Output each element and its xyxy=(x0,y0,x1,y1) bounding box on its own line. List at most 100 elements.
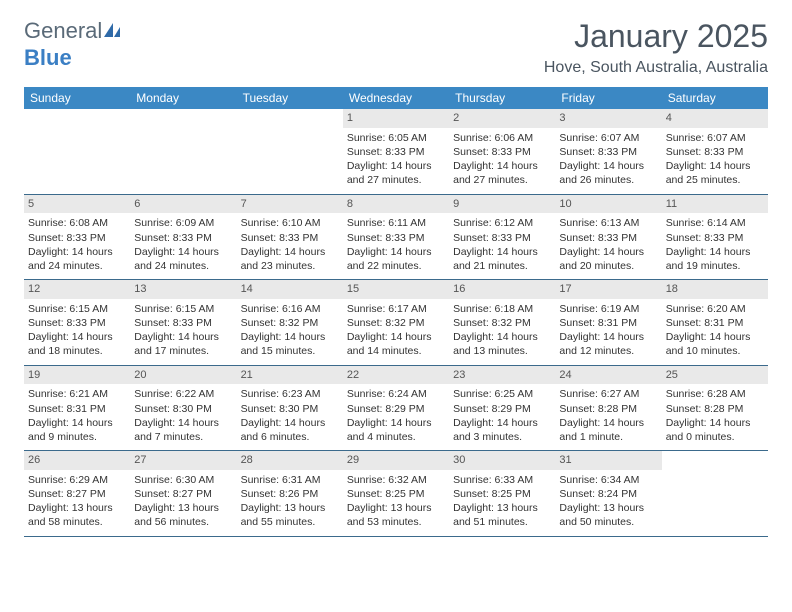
day-number: 16 xyxy=(449,280,555,299)
sunset-text: Sunset: 8:33 PM xyxy=(132,316,234,330)
daylight2-text: and 51 minutes. xyxy=(451,515,553,529)
week-row: 1Sunrise: 6:05 AMSunset: 8:33 PMDaylight… xyxy=(24,109,768,195)
daylight1-text: Daylight: 14 hours xyxy=(132,416,234,430)
sunset-text: Sunset: 8:26 PM xyxy=(239,487,341,501)
week-row: 12Sunrise: 6:15 AMSunset: 8:33 PMDayligh… xyxy=(24,280,768,366)
daylight1-text: Daylight: 14 hours xyxy=(345,245,447,259)
day-number: 14 xyxy=(237,280,343,299)
sunset-text: Sunset: 8:27 PM xyxy=(26,487,128,501)
sunset-text: Sunset: 8:30 PM xyxy=(132,402,234,416)
day-number: 29 xyxy=(343,451,449,470)
sunset-text: Sunset: 8:24 PM xyxy=(557,487,659,501)
day-header: Thursday xyxy=(449,87,555,109)
day-number: 25 xyxy=(662,366,768,385)
daylight2-text: and 18 minutes. xyxy=(26,344,128,358)
sunrise-text: Sunrise: 6:12 AM xyxy=(451,216,553,230)
day-header: Monday xyxy=(130,87,236,109)
day-header: Tuesday xyxy=(237,87,343,109)
sunrise-text: Sunrise: 6:10 AM xyxy=(239,216,341,230)
day-number: 27 xyxy=(130,451,236,470)
daylight2-text: and 14 minutes. xyxy=(345,344,447,358)
daylight1-text: Daylight: 14 hours xyxy=(557,416,659,430)
day-cell: 26Sunrise: 6:29 AMSunset: 8:27 PMDayligh… xyxy=(24,451,130,536)
day-number: 20 xyxy=(130,366,236,385)
daylight1-text: Daylight: 14 hours xyxy=(26,245,128,259)
sunset-text: Sunset: 8:33 PM xyxy=(345,231,447,245)
daylight1-text: Daylight: 14 hours xyxy=(557,159,659,173)
day-cell xyxy=(24,109,130,194)
daylight1-text: Daylight: 14 hours xyxy=(664,416,766,430)
sunrise-text: Sunrise: 6:28 AM xyxy=(664,387,766,401)
day-number: 10 xyxy=(555,195,661,214)
day-number: 17 xyxy=(555,280,661,299)
day-number: 30 xyxy=(449,451,555,470)
day-cell: 13Sunrise: 6:15 AMSunset: 8:33 PMDayligh… xyxy=(130,280,236,365)
day-header-row: SundayMondayTuesdayWednesdayThursdayFrid… xyxy=(24,87,768,109)
sunset-text: Sunset: 8:31 PM xyxy=(26,402,128,416)
day-number: 13 xyxy=(130,280,236,299)
sunrise-text: Sunrise: 6:27 AM xyxy=(557,387,659,401)
daylight1-text: Daylight: 14 hours xyxy=(451,416,553,430)
sunrise-text: Sunrise: 6:32 AM xyxy=(345,473,447,487)
daylight1-text: Daylight: 14 hours xyxy=(664,245,766,259)
daylight1-text: Daylight: 14 hours xyxy=(132,330,234,344)
day-cell: 3 Sunrise: 6:07 AMSunset: 8:33 PMDaylight… xyxy=(555,109,661,194)
sunset-text: Sunset: 8:33 PM xyxy=(26,316,128,330)
sunrise-text: Sunrise: 6:15 AM xyxy=(26,302,128,316)
day-cell xyxy=(237,109,343,194)
sunrise-text: Sunrise: 6:17 AM xyxy=(345,302,447,316)
daylight1-text: Daylight: 14 hours xyxy=(557,245,659,259)
day-number: 15 xyxy=(343,280,449,299)
daylight1-text: Daylight: 14 hours xyxy=(557,330,659,344)
sunrise-text: Sunrise: 6:11 AM xyxy=(345,216,447,230)
sunset-text: Sunset: 8:33 PM xyxy=(557,145,659,159)
day-number: 3 xyxy=(555,109,661,128)
sunrise-text: Sunrise: 6:25 AM xyxy=(451,387,553,401)
day-cell: 5Sunrise: 6:08 AMSunset: 8:33 PMDaylight… xyxy=(24,195,130,280)
daylight1-text: Daylight: 13 hours xyxy=(451,501,553,515)
week-row: 26Sunrise: 6:29 AMSunset: 8:27 PMDayligh… xyxy=(24,451,768,537)
daylight2-text: and 56 minutes. xyxy=(132,515,234,529)
day-cell: 14Sunrise: 6:16 AMSunset: 8:32 PMDayligh… xyxy=(237,280,343,365)
day-number: 4 xyxy=(662,109,768,128)
day-cell: 20Sunrise: 6:22 AMSunset: 8:30 PMDayligh… xyxy=(130,366,236,451)
daylight2-text: and 13 minutes. xyxy=(451,344,553,358)
daylight1-text: Daylight: 14 hours xyxy=(26,416,128,430)
calendar: SundayMondayTuesdayWednesdayThursdayFrid… xyxy=(24,87,768,537)
daylight2-text: and 1 minute. xyxy=(557,430,659,444)
page-header: General Blue January 2025 Hove, South Au… xyxy=(24,18,768,77)
sunrise-text: Sunrise: 6:19 AM xyxy=(557,302,659,316)
sunset-text: Sunset: 8:25 PM xyxy=(451,487,553,501)
daylight2-text: and 17 minutes. xyxy=(132,344,234,358)
sunrise-text: Sunrise: 6:33 AM xyxy=(451,473,553,487)
day-number: 7 xyxy=(237,195,343,214)
daylight1-text: Daylight: 14 hours xyxy=(664,159,766,173)
brand-general: General xyxy=(24,18,102,43)
daylight2-text: and 3 minutes. xyxy=(451,430,553,444)
daylight2-text: and 27 minutes. xyxy=(451,173,553,187)
day-cell: 21Sunrise: 6:23 AMSunset: 8:30 PMDayligh… xyxy=(237,366,343,451)
day-cell: 16Sunrise: 6:18 AMSunset: 8:32 PMDayligh… xyxy=(449,280,555,365)
day-number: 22 xyxy=(343,366,449,385)
sunrise-text: Sunrise: 6:09 AM xyxy=(132,216,234,230)
sunrise-text: Sunrise: 6:05 AM xyxy=(345,131,447,145)
day-number: 28 xyxy=(237,451,343,470)
sunrise-text: Sunrise: 6:07 AM xyxy=(557,131,659,145)
day-number: 2 xyxy=(449,109,555,128)
sunset-text: Sunset: 8:29 PM xyxy=(345,402,447,416)
day-cell: 19Sunrise: 6:21 AMSunset: 8:31 PMDayligh… xyxy=(24,366,130,451)
sunset-text: Sunset: 8:33 PM xyxy=(239,231,341,245)
daylight1-text: Daylight: 13 hours xyxy=(345,501,447,515)
day-cell: 24Sunrise: 6:27 AMSunset: 8:28 PMDayligh… xyxy=(555,366,661,451)
sunrise-text: Sunrise: 6:31 AM xyxy=(239,473,341,487)
sunset-text: Sunset: 8:30 PM xyxy=(239,402,341,416)
brand-logo: General Blue xyxy=(24,18,122,71)
sunrise-text: Sunrise: 6:24 AM xyxy=(345,387,447,401)
day-header: Friday xyxy=(555,87,661,109)
daylight2-text: and 24 minutes. xyxy=(132,259,234,273)
day-number: 19 xyxy=(24,366,130,385)
day-cell: 10Sunrise: 6:13 AMSunset: 8:33 PMDayligh… xyxy=(555,195,661,280)
daylight2-text: and 22 minutes. xyxy=(345,259,447,273)
sunset-text: Sunset: 8:28 PM xyxy=(664,402,766,416)
day-cell: 9Sunrise: 6:12 AMSunset: 8:33 PMDaylight… xyxy=(449,195,555,280)
